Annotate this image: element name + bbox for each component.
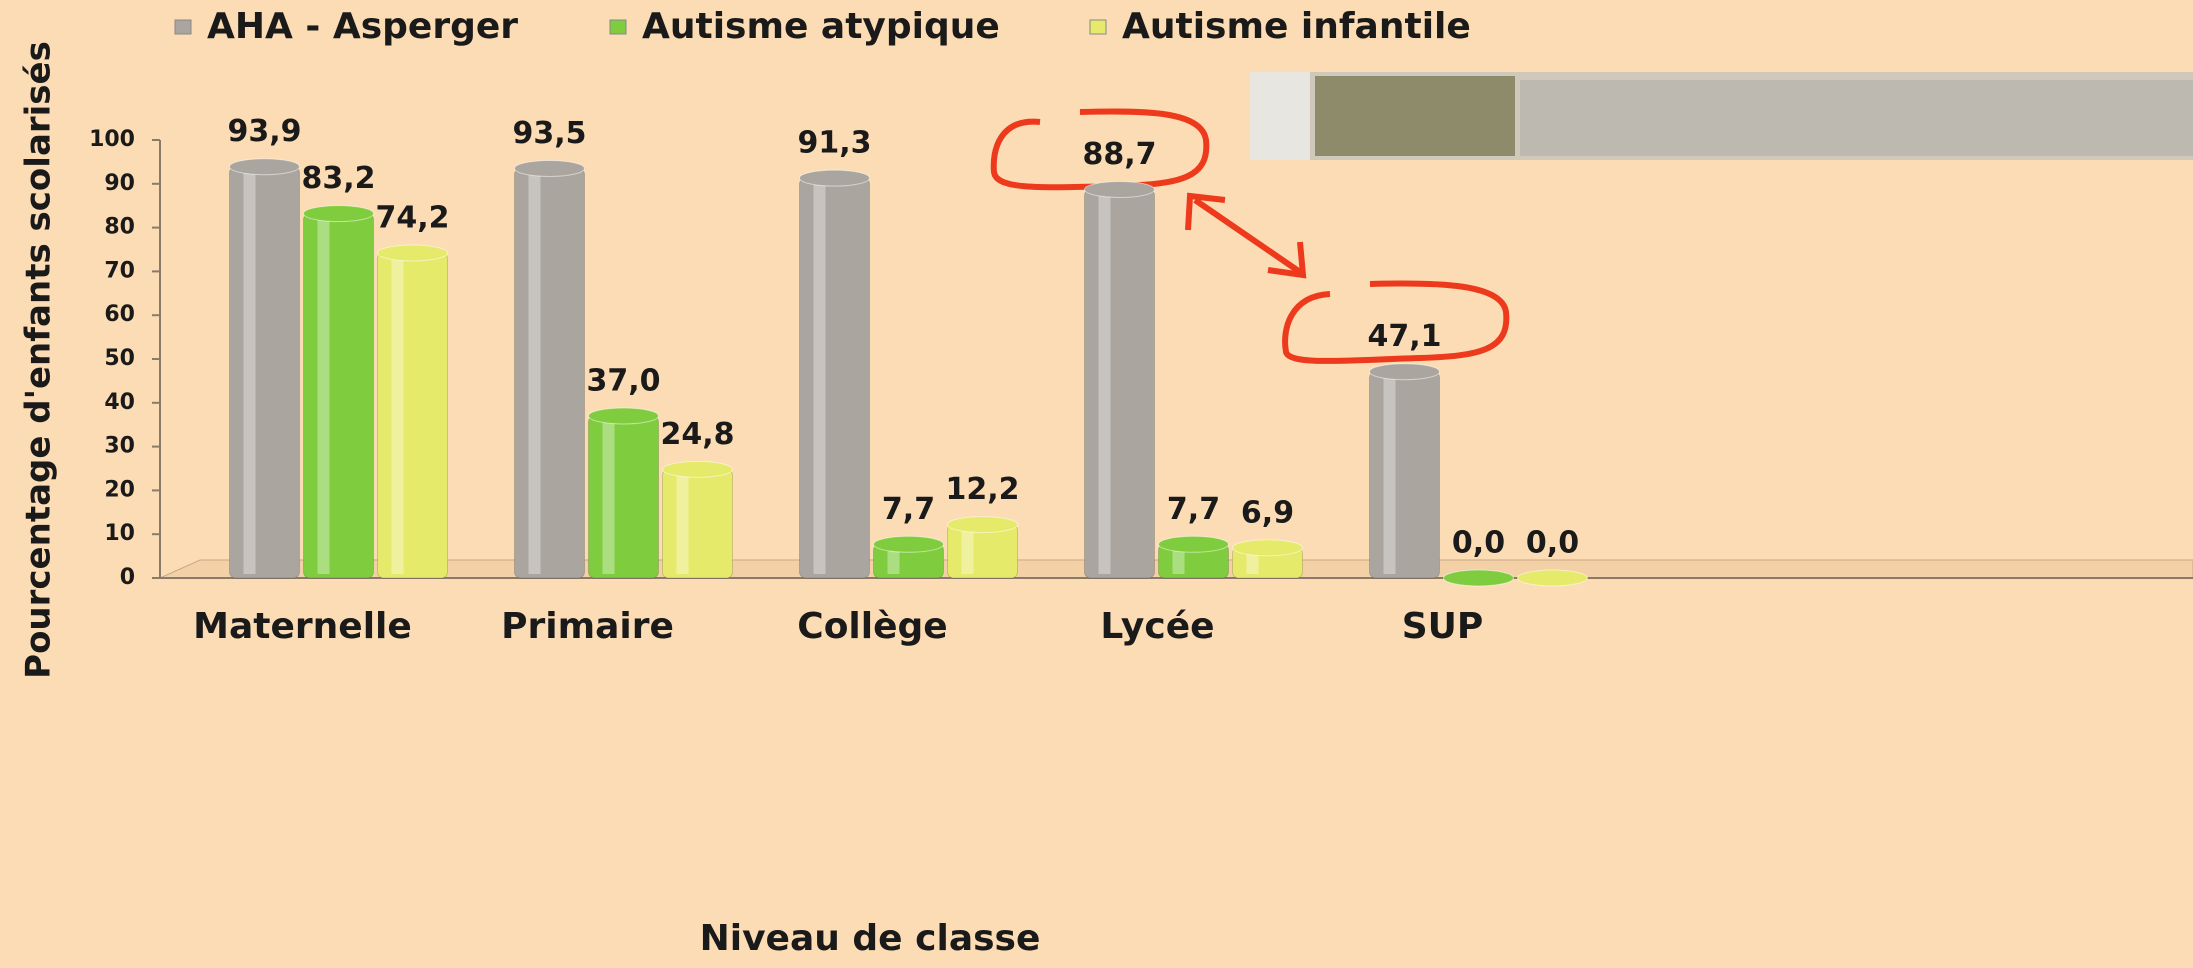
bar — [304, 214, 374, 578]
bar-cap — [589, 408, 659, 424]
bar — [230, 167, 300, 578]
bar-highlight — [814, 184, 826, 574]
y-tick-label: 50 — [104, 346, 135, 371]
bar-cap — [800, 170, 870, 186]
value-label: 0,0 — [1452, 526, 1505, 561]
x-tick-label: Collège — [797, 606, 947, 647]
bar — [800, 178, 870, 578]
x-tick-label: Primaire — [501, 606, 674, 647]
value-label: 93,5 — [512, 116, 586, 151]
bar — [589, 416, 659, 578]
x-tick-label: Maternelle — [193, 606, 412, 647]
y-tick-label: 70 — [104, 258, 135, 283]
legend-swatch — [610, 20, 626, 34]
y-tick-label: 30 — [104, 434, 135, 459]
bar-highlight — [1173, 550, 1185, 574]
bar-cap — [874, 536, 944, 552]
y-tick-label: 40 — [104, 390, 135, 415]
bar-cap — [378, 245, 448, 261]
value-label: 37,0 — [586, 363, 660, 398]
value-label: 83,2 — [301, 161, 375, 196]
legend-swatch — [175, 20, 191, 34]
y-tick-label: 90 — [104, 171, 135, 196]
y-tick-label: 80 — [104, 215, 135, 240]
bar-highlight — [392, 259, 404, 574]
legend-label: Autisme atypique — [642, 6, 1000, 47]
x-tick-label: Lycée — [1100, 606, 1214, 647]
bar-highlight — [244, 173, 256, 574]
value-label: 24,8 — [660, 417, 734, 452]
y-tick-label: 0 — [120, 565, 135, 590]
value-label: 93,9 — [227, 114, 301, 149]
value-label: 6,9 — [1241, 495, 1294, 530]
value-label: 12,2 — [945, 472, 1019, 507]
y-tick-label: 60 — [104, 302, 135, 327]
y-axis-title: Pourcentage d'enfants scolarisés — [19, 41, 59, 679]
bar-highlight — [529, 174, 541, 574]
value-label: 7,7 — [1167, 492, 1220, 527]
value-label: 7,7 — [882, 492, 935, 527]
legend-label: AHA - Asperger — [207, 6, 518, 47]
bar-cap — [304, 206, 374, 222]
value-label: 91,3 — [797, 126, 871, 161]
bar-highlight — [603, 422, 615, 574]
bar-cap — [1370, 364, 1440, 380]
bar-cap — [948, 517, 1018, 533]
bar-highlight — [1099, 195, 1111, 574]
value-label: 74,2 — [375, 201, 449, 236]
bar — [515, 168, 585, 578]
bar — [1085, 189, 1155, 578]
chart: Pourcentage d'enfants scolarisés Niveau … — [0, 0, 2193, 968]
y-tick-label: 10 — [104, 521, 135, 546]
bar-cap — [663, 461, 733, 477]
y-tick-label: 20 — [104, 477, 135, 502]
bar-highlight — [677, 475, 689, 574]
x-tick-label: SUP — [1402, 606, 1484, 647]
bar-cap — [1518, 570, 1588, 586]
bar-cap — [1085, 181, 1155, 197]
y-tick-label: 100 — [89, 127, 135, 152]
bar-cap — [1159, 536, 1229, 552]
x-axis-title: Niveau de classe — [700, 918, 1041, 959]
bar-cap — [230, 159, 300, 175]
bar — [1370, 372, 1440, 578]
value-label: 47,1 — [1367, 319, 1441, 354]
value-label: 0,0 — [1526, 526, 1579, 561]
bar — [663, 469, 733, 578]
bar-highlight — [1384, 378, 1396, 574]
bar-cap — [1444, 570, 1514, 586]
photo-building — [1520, 80, 2193, 156]
bar-highlight — [962, 531, 974, 574]
bar-cap — [515, 160, 585, 176]
legend-label: Autisme infantile — [1122, 6, 1471, 47]
photo-tree — [1315, 76, 1515, 156]
bar-cap — [1233, 540, 1303, 556]
photo-logo — [1250, 72, 1310, 160]
bar-highlight — [318, 220, 330, 574]
inset-photo — [1250, 72, 2193, 160]
legend-swatch — [1090, 20, 1106, 34]
value-label: 88,7 — [1082, 137, 1156, 172]
bar-highlight — [1247, 554, 1259, 574]
bar — [378, 253, 448, 578]
bar-highlight — [888, 550, 900, 574]
